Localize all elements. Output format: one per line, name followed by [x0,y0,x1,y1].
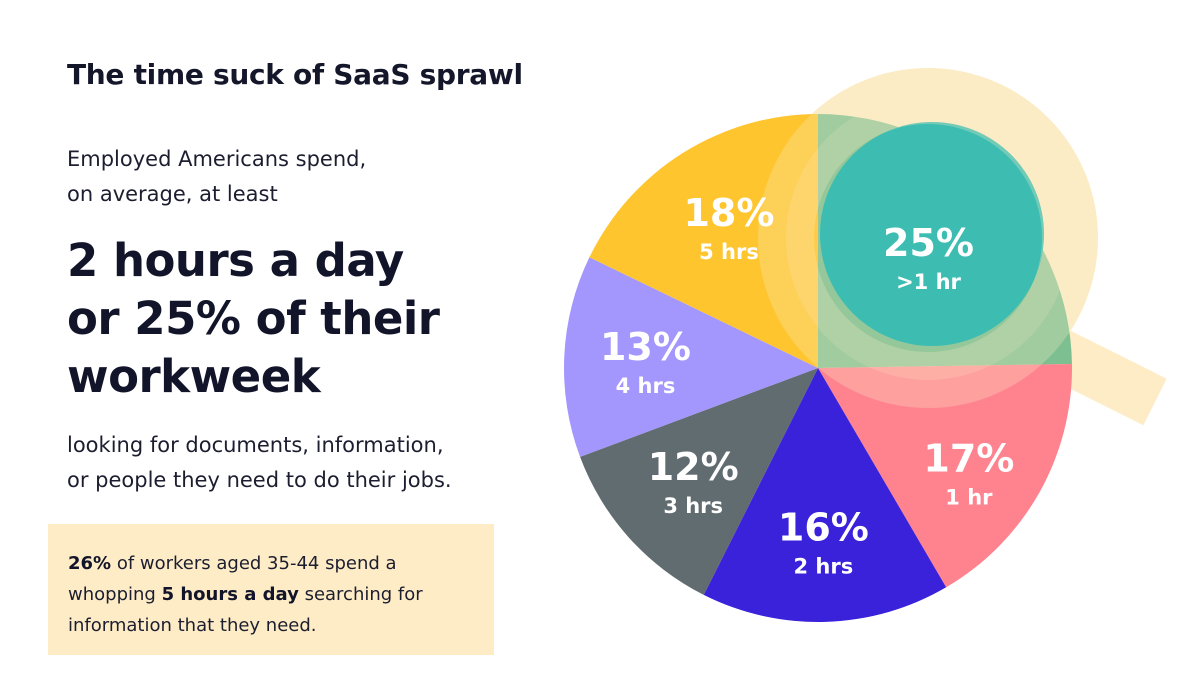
pie-chart-svg: 25% >1 hr 17% 1 hr 16% 2 hrs 12% 3 hrs 13% 4 hrs 1… [564,68,1167,622]
callout-line-3: information that they need. [68,615,317,636]
callout-text-2b: searching for [298,584,423,605]
pie-labels: 25% >1 hr 17% 1 hr 16% 2 hrs 12% 3 hrs 13% 4 hrs 1… [600,191,1014,579]
intro-line-1: Employed Americans spend, [67,147,367,171]
callout-strong-hours: 5 hours a day [161,584,299,605]
pie-slice-5-hrs [589,114,818,368]
headline-line-3: workweek [67,350,321,403]
outro-text: looking for documents, information, or p… [67,428,452,498]
callout-strong-percent: 26% [68,553,112,574]
magnifier-ring-tint [758,68,1098,408]
headline-stat: 2 hours a day or 25% of their workweek [67,232,440,406]
callout-line-2: whopping 5 hours a day searching for [68,579,474,610]
pie-percent-label: 16% [778,506,869,550]
outro-line-1: looking for documents, information, [67,433,444,457]
overlay-layer [758,68,1098,408]
pie-chart: 25% >1 hr 17% 1 hr 16% 2 hrs 12% 3 hrs 13% 4 hrs 1… [540,40,1200,688]
pie-hours-label: >1 hr [896,270,961,294]
pie-hours-label: 1 hr [945,485,993,509]
pie-slice-2-hrs [703,368,947,622]
pie-percent-label: 13% [600,325,691,369]
pie-percent-label: 18% [683,191,774,235]
pie-hours-label: 5 hrs [699,240,759,264]
callout-text-2a: whopping [68,584,162,605]
headline-line-2: or 25% of their [67,292,440,345]
highlight-circle [820,122,1044,346]
callout-text-1: of workers aged 35-44 spend a [111,553,397,574]
pie-percent-label: 25% [883,221,974,265]
pie-percent-label: 17% [923,436,1014,480]
page-title: The time suck of SaaS sprawl [67,58,523,91]
pie-slice-4-hrs [564,257,818,457]
pie-hours-label: 3 hrs [663,494,723,518]
intro-text: Employed Americans spend, on average, at… [67,142,366,212]
pie-hours-label: 2 hrs [794,555,854,579]
headline-line-1: 2 hours a day [67,234,404,287]
pie-hours-label: 4 hrs [616,374,676,398]
outro-line-2: or people they need to do their jobs. [67,468,452,492]
intro-line-2: on average, at least [67,182,278,206]
callout-line-1: 26% of workers aged 35-44 spend a [68,548,474,579]
pie-percent-label: 12% [648,445,739,489]
callout-box: 26% of workers aged 35-44 spend a whoppi… [48,524,494,655]
pie-slice-3-hrs [580,368,818,595]
pie-slice-1-hr [818,364,1072,588]
